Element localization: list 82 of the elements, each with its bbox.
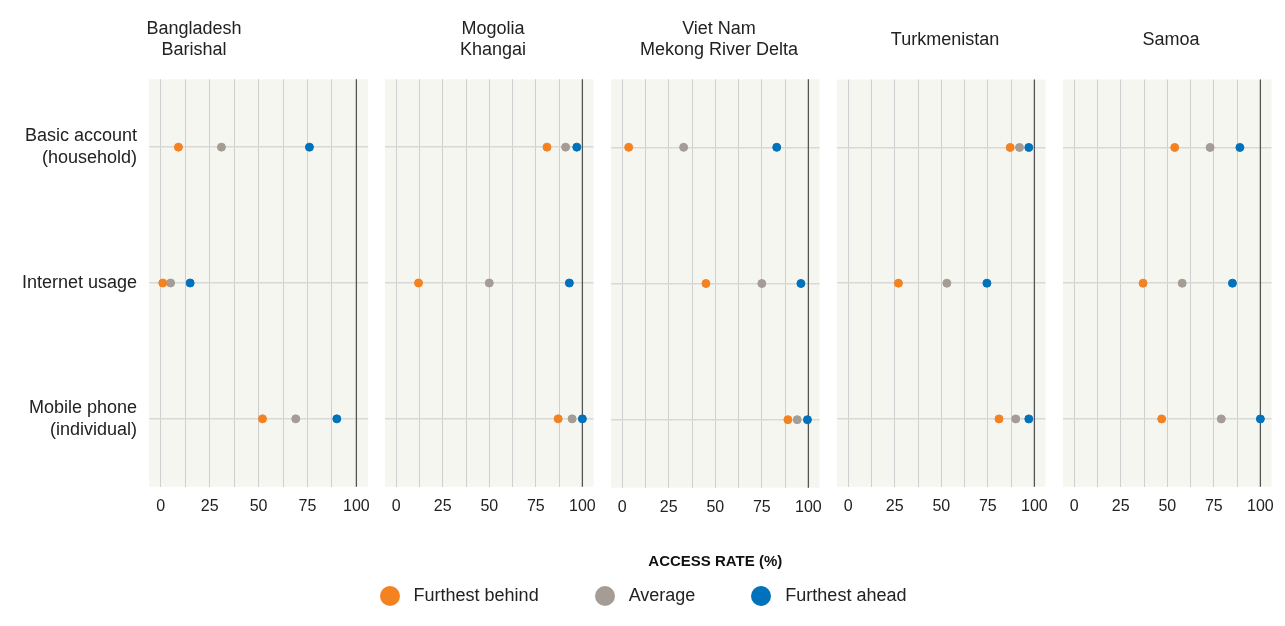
x-tick-label: 25 xyxy=(200,496,219,514)
x-tick-label: 75 xyxy=(978,496,997,514)
point xyxy=(1024,414,1034,424)
chart-title: Mogolia Khangai xyxy=(459,17,527,60)
chart-title: Samoa xyxy=(1142,28,1201,49)
point xyxy=(304,142,314,152)
chart-title: Turkmenistan xyxy=(890,28,1000,49)
point xyxy=(1011,414,1021,424)
point xyxy=(1255,414,1265,424)
point xyxy=(1157,414,1167,424)
point xyxy=(893,278,903,288)
x-tick-label: 75 xyxy=(752,497,771,515)
point xyxy=(542,142,552,152)
point xyxy=(1177,278,1187,288)
point xyxy=(679,142,689,152)
chart-title: Viet Nam Mekong River Delta xyxy=(639,17,800,60)
legend-label: Furthest ahead xyxy=(785,585,907,606)
point xyxy=(942,278,952,288)
point xyxy=(796,279,806,288)
x-tick-label: 25 xyxy=(659,497,678,515)
x-tick-label: 0 xyxy=(156,496,166,514)
point xyxy=(572,142,582,152)
point xyxy=(1205,142,1215,152)
point xyxy=(216,142,226,152)
point xyxy=(772,142,782,152)
x-axis-title: ACCESS RATE (%) xyxy=(648,552,783,570)
point xyxy=(291,414,301,424)
x-tick-label: 0 xyxy=(617,497,627,515)
x-tick-label: 50 xyxy=(1158,496,1177,514)
x-tick-label: 75 xyxy=(1204,496,1223,514)
x-tick-label: 0 xyxy=(391,496,401,514)
y-tick-label: Mobile phone (individual) xyxy=(28,397,138,439)
legend-label: Average xyxy=(628,585,696,606)
point xyxy=(1005,142,1015,152)
point xyxy=(1138,278,1148,288)
point xyxy=(1235,142,1245,152)
x-tick-label: 100 xyxy=(343,496,370,514)
point xyxy=(332,414,342,424)
point xyxy=(185,278,195,288)
point xyxy=(783,415,793,425)
x-tick-label: 0 xyxy=(1069,496,1079,514)
point xyxy=(701,279,711,288)
point xyxy=(982,278,992,288)
x-tick-label: 50 xyxy=(480,496,499,514)
point xyxy=(258,414,268,424)
point xyxy=(792,415,802,425)
x-tick-label: 100 xyxy=(795,497,822,515)
point xyxy=(561,142,571,152)
point xyxy=(567,414,577,424)
x-tick-label: 25 xyxy=(1111,496,1130,514)
x-tick-label: 0 xyxy=(843,496,853,514)
y-tick-label: Internet usage xyxy=(21,271,138,292)
legend-label: Furthest behind xyxy=(413,585,539,606)
point xyxy=(577,414,587,424)
point xyxy=(484,278,494,288)
x-tick-label: 100 xyxy=(569,496,596,514)
chart-title: Bangladesh Barishal xyxy=(146,17,242,60)
point xyxy=(173,142,183,152)
x-tick-label: 50 xyxy=(706,497,725,515)
point xyxy=(994,414,1004,424)
point xyxy=(624,142,634,152)
point xyxy=(166,278,176,288)
x-tick-label: 50 xyxy=(932,496,951,514)
point xyxy=(1014,142,1024,152)
point xyxy=(1216,414,1226,424)
x-tick-label: 50 xyxy=(249,496,268,514)
point xyxy=(553,414,563,424)
x-tick-label: 100 xyxy=(1247,496,1274,514)
x-tick-label: 25 xyxy=(885,496,904,514)
x-tick-label: 75 xyxy=(298,496,317,514)
point xyxy=(1170,142,1180,152)
x-tick-label: 100 xyxy=(1021,496,1048,514)
x-tick-label: 25 xyxy=(433,496,452,514)
point xyxy=(414,278,424,288)
point xyxy=(1024,142,1034,152)
point xyxy=(158,278,168,288)
y-tick-label: Basic account (household) xyxy=(25,125,138,167)
point xyxy=(802,415,812,425)
point xyxy=(757,279,767,288)
x-tick-label: 75 xyxy=(526,496,545,514)
point xyxy=(564,278,574,288)
point xyxy=(1227,278,1237,288)
